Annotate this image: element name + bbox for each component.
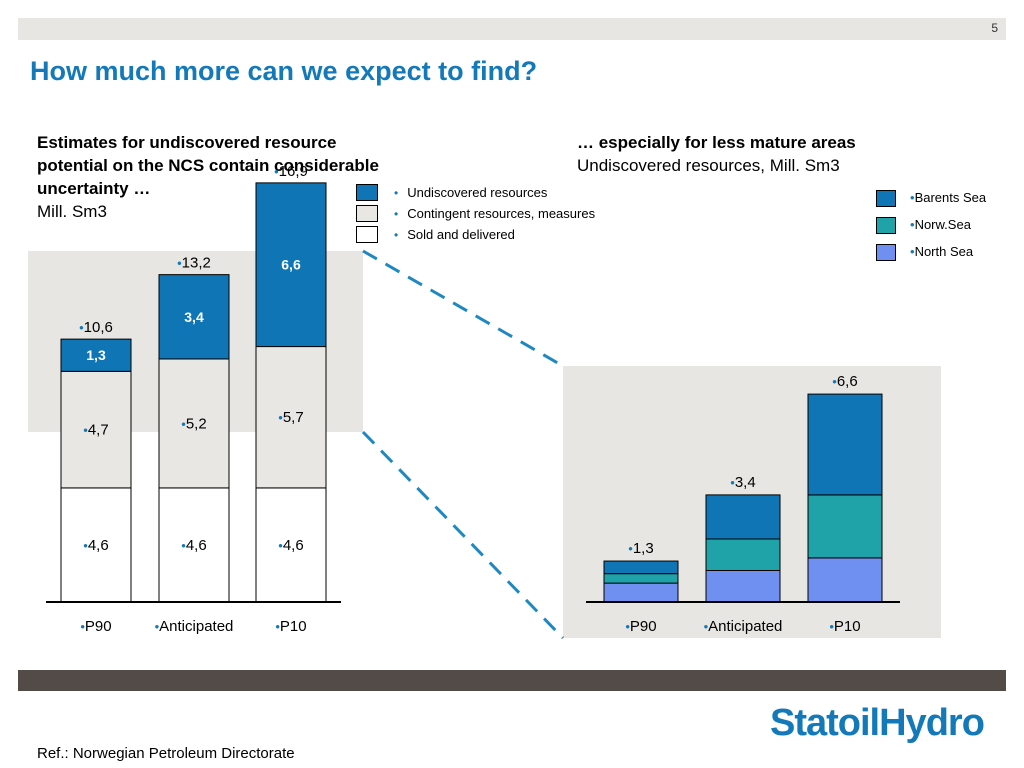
page-number: 5 bbox=[991, 21, 998, 35]
right-bar-norw-sea-anticipated bbox=[705, 538, 781, 571]
left-bar-value-label: •5,7 bbox=[278, 409, 303, 426]
legend-label-norw: Norw.Sea bbox=[910, 217, 971, 232]
right-bar-barents-sea-anticipated bbox=[705, 494, 781, 540]
legend-swatch-contingent bbox=[356, 205, 378, 222]
legend-label-undiscovered: Undiscovered resources bbox=[394, 185, 547, 200]
top-bar bbox=[18, 18, 1006, 40]
left-bar-contingent-p90 bbox=[60, 370, 132, 489]
legend-item-barents: Barents Sea bbox=[876, 190, 986, 217]
left-bar-undiscovered-anticipated bbox=[158, 274, 230, 360]
left-category-label: •P10 bbox=[275, 618, 306, 635]
right-category-label: •Anticipated bbox=[704, 618, 783, 635]
legend-label-barents: Barents Sea bbox=[910, 190, 987, 205]
footer-bar bbox=[18, 670, 1006, 691]
slide-title: How much more can we expect to find? bbox=[30, 56, 538, 86]
legend-swatch-norw bbox=[876, 217, 896, 234]
left-bar-value-label: •4,6 bbox=[278, 537, 303, 554]
right-heading-text: … especially for less mature areas bbox=[577, 133, 856, 152]
left-bar-contingent-p10 bbox=[255, 346, 327, 489]
reference-text: Ref.: Norwegian Petroleum Directorate bbox=[37, 745, 295, 762]
right-bar-barents-sea-p90 bbox=[603, 560, 679, 575]
right-chart: •1,3 •P90 •3,4 •Anticipated •6,6 •P10 bbox=[586, 373, 900, 635]
legend-item-sold: Sold and delivered bbox=[356, 224, 595, 245]
right-bar-norw-sea-p10 bbox=[807, 494, 883, 559]
left-bar-total-label: •13,2 bbox=[177, 255, 211, 272]
right-bar-barents-sea-p10 bbox=[807, 393, 883, 496]
legend-label-north: North Sea bbox=[910, 244, 974, 259]
left-bar-total-label: •10,6 bbox=[79, 319, 113, 336]
left-heading: Estimates for undiscovered resource pote… bbox=[37, 131, 407, 223]
right-bar-north-sea-p90 bbox=[603, 582, 679, 603]
left-bar-undiscovered-p10 bbox=[255, 182, 327, 348]
legend-item-north: North Sea bbox=[876, 244, 986, 271]
left-heading-text: Estimates for undiscovered resource pote… bbox=[37, 133, 379, 198]
left-bar-value-label: •4,6 bbox=[181, 537, 206, 554]
left-chart: •4,6 •4,7 1,3 •10,6 •P90 •4,6 •5,2 3,4 •13,2 •Ant… bbox=[46, 163, 341, 635]
legend-item-undiscovered: Undiscovered resources bbox=[356, 182, 595, 203]
right-bar-north-sea-anticipated bbox=[705, 570, 781, 603]
left-bar-total-label: •16,9 bbox=[274, 163, 308, 180]
legend-swatch-sold bbox=[356, 226, 378, 243]
right-bar-total-label: •6,6 bbox=[832, 373, 857, 390]
left-bar-value-label: •4,6 bbox=[83, 537, 108, 554]
left-bar-value-label: •5,2 bbox=[181, 415, 206, 432]
legend-swatch-undiscovered bbox=[356, 184, 378, 201]
left-bar-value-label: •4,7 bbox=[83, 422, 108, 439]
legend-swatch-barents bbox=[876, 190, 896, 207]
zoom-connector-top bbox=[362, 249, 564, 368]
left-heading-unit: Mill. Sm3 bbox=[37, 202, 107, 221]
left-category-label: •P90 bbox=[80, 618, 111, 635]
legend-item-contingent: Contingent resources, measures bbox=[356, 203, 595, 224]
left-bar-sold-anticipated bbox=[158, 487, 230, 603]
left-bar-sold-p90 bbox=[60, 487, 132, 603]
right-chart-legend: Barents Sea Norw.Sea North Sea bbox=[876, 190, 986, 271]
right-heading: … especially for less mature areas Undis… bbox=[577, 131, 856, 177]
right-bar-norw-sea-p90 bbox=[603, 573, 679, 584]
right-bar-total-label: •3,4 bbox=[730, 474, 755, 491]
legend-label-sold: Sold and delivered bbox=[394, 227, 515, 242]
right-bar-north-sea-p10 bbox=[807, 557, 883, 603]
left-chart-legend: Undiscovered resources Contingent resour… bbox=[356, 182, 595, 245]
right-category-label: •P10 bbox=[829, 618, 860, 635]
left-bar-value-label: 3,4 bbox=[184, 309, 204, 325]
legend-item-norw: Norw.Sea bbox=[876, 217, 986, 244]
right-bar-total-label: •1,3 bbox=[628, 540, 653, 557]
left-bar-undiscovered-p90 bbox=[60, 338, 132, 372]
left-bar-sold-p10 bbox=[255, 487, 327, 603]
left-bar-value-label: 6,6 bbox=[281, 257, 301, 273]
left-category-label: •Anticipated bbox=[155, 618, 234, 635]
right-category-label: •P90 bbox=[625, 618, 656, 635]
right-heading-sub: Undiscovered resources, Mill. Sm3 bbox=[577, 156, 840, 175]
legend-label-contingent: Contingent resources, measures bbox=[394, 206, 595, 221]
company-logo: StatoilHydro bbox=[770, 702, 985, 744]
zoom-connector-bottom bbox=[361, 430, 565, 640]
legend-swatch-north bbox=[876, 244, 896, 261]
left-bar-value-label: 1,3 bbox=[86, 347, 106, 363]
